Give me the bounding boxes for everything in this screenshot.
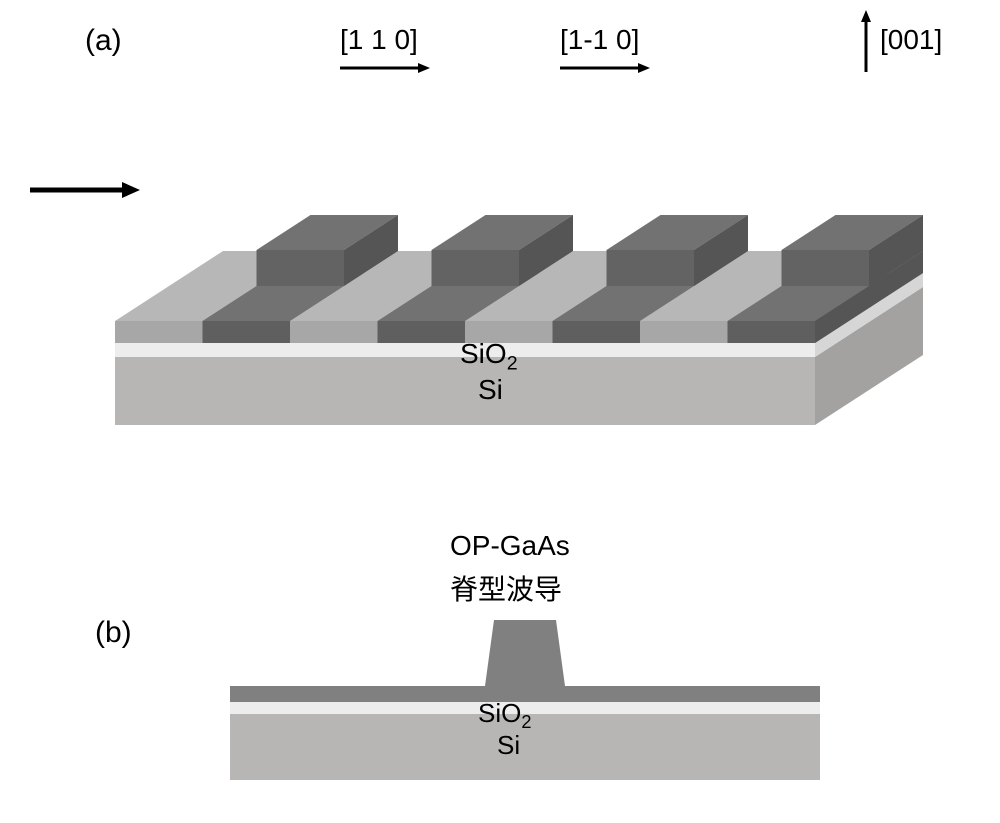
label-b-sio2: SiO2: [478, 698, 531, 733]
label-a-sio2: SiO2: [460, 338, 518, 376]
direction-110: [1 1 0]: [340, 24, 418, 56]
direction-1m10: [1-1 0]: [560, 24, 639, 56]
figure-b-xsection: [230, 600, 820, 780]
label-a-si: Si: [478, 374, 503, 406]
b-ridge: [485, 620, 565, 686]
arrow-001-icon: [858, 10, 874, 72]
arrow-1m10-icon: [560, 60, 650, 76]
panel-b-label: (b): [95, 616, 132, 650]
arrow-110-icon: [340, 60, 430, 76]
label-b-si: Si: [497, 730, 520, 761]
direction-001: [001]: [880, 24, 942, 56]
panel-a-label: (a): [85, 24, 122, 58]
figure-a-3d: [115, 95, 925, 435]
label-b-title1: OP-GaAs: [450, 530, 570, 562]
